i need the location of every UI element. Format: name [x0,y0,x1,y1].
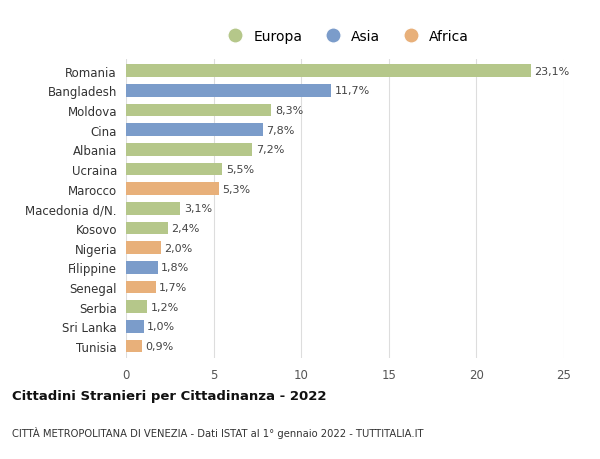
Text: CITTÀ METROPOLITANA DI VENEZIA - Dati ISTAT al 1° gennaio 2022 - TUTTITALIA.IT: CITTÀ METROPOLITANA DI VENEZIA - Dati IS… [12,426,424,438]
Text: 8,3%: 8,3% [275,106,303,116]
Text: 23,1%: 23,1% [534,67,569,77]
Text: 2,4%: 2,4% [172,224,200,234]
Bar [126,183,219,196]
Bar [126,340,142,353]
Text: Cittadini Stranieri per Cittadinanza - 2022: Cittadini Stranieri per Cittadinanza - 2… [12,389,326,403]
Bar [126,124,263,137]
Bar [126,163,223,176]
Text: 0,9%: 0,9% [145,341,173,351]
Bar [126,144,252,157]
Text: 1,7%: 1,7% [159,282,188,292]
Text: 5,3%: 5,3% [223,184,250,194]
Text: 3,1%: 3,1% [184,204,212,214]
Bar [126,202,181,215]
Text: 1,2%: 1,2% [151,302,179,312]
Text: 2,0%: 2,0% [164,243,193,253]
Legend: Europa, Asia, Africa: Europa, Asia, Africa [216,25,474,50]
Bar [126,242,161,254]
Text: 1,8%: 1,8% [161,263,189,273]
Bar [126,85,331,97]
Bar [126,281,156,294]
Text: 11,7%: 11,7% [334,86,370,96]
Bar [126,261,158,274]
Bar [126,320,143,333]
Text: 5,5%: 5,5% [226,165,254,174]
Bar [126,65,531,78]
Bar [126,301,147,313]
Text: 7,8%: 7,8% [266,125,295,135]
Text: 7,2%: 7,2% [256,145,284,155]
Bar [126,104,271,117]
Text: 1,0%: 1,0% [147,322,175,331]
Bar [126,222,168,235]
